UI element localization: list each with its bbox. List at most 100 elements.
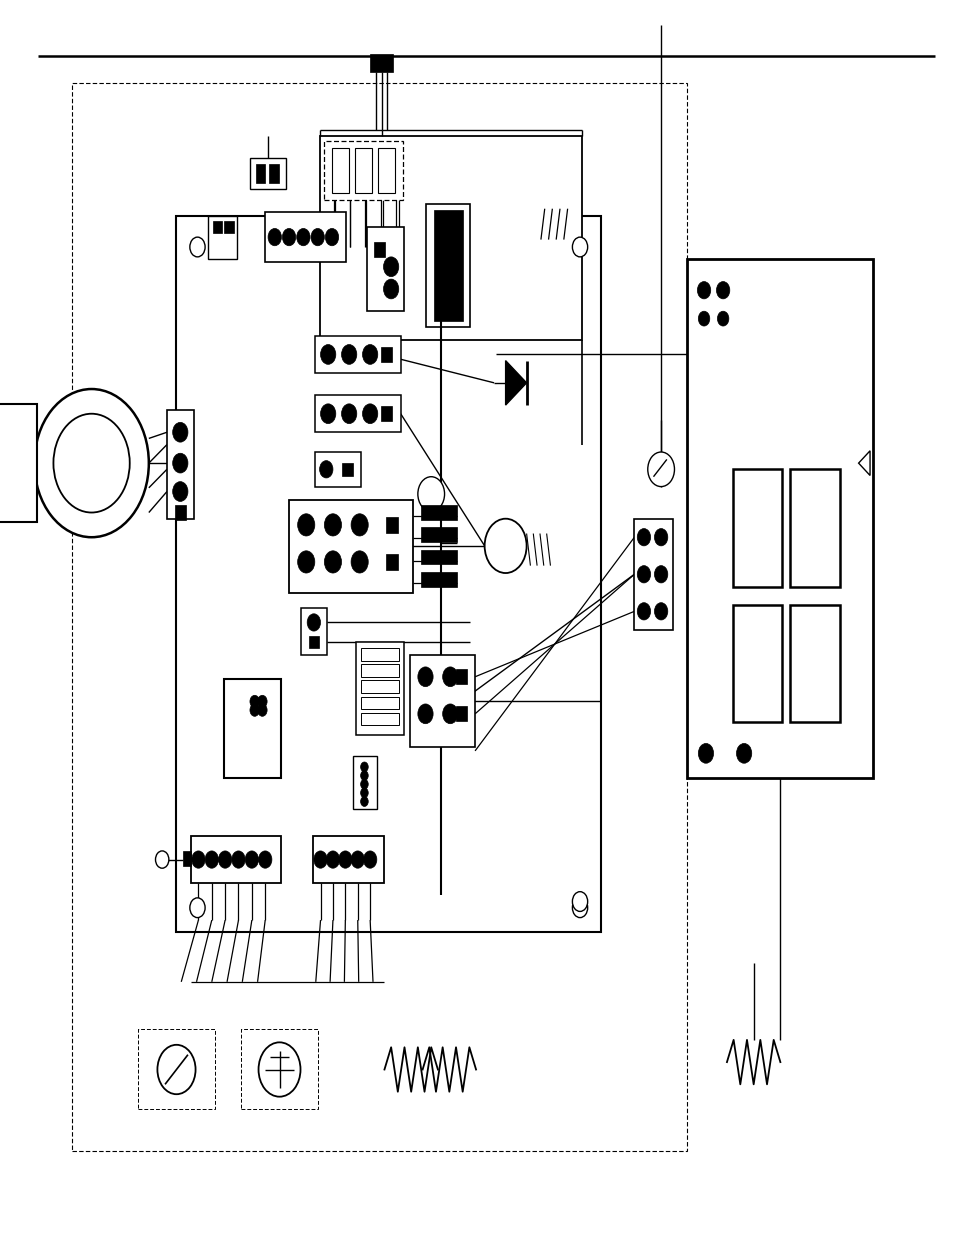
Bar: [360, 664, 398, 677]
Circle shape: [172, 482, 188, 501]
Bar: [355, 148, 372, 193]
Bar: [360, 648, 398, 661]
Bar: [324, 141, 402, 200]
Bar: [174, 505, 186, 520]
Circle shape: [698, 743, 713, 763]
Circle shape: [697, 282, 710, 299]
Circle shape: [351, 851, 364, 868]
Circle shape: [383, 279, 398, 299]
Circle shape: [351, 514, 368, 536]
Bar: [370, 54, 393, 72]
Circle shape: [637, 529, 650, 546]
Circle shape: [363, 851, 376, 868]
Circle shape: [190, 898, 205, 918]
Circle shape: [417, 704, 433, 724]
Circle shape: [417, 477, 444, 511]
Bar: [380, 347, 392, 362]
Circle shape: [654, 529, 667, 546]
Circle shape: [716, 282, 729, 299]
Circle shape: [360, 779, 368, 789]
Circle shape: [326, 851, 339, 868]
Circle shape: [360, 797, 368, 806]
Circle shape: [647, 452, 674, 487]
Bar: [456, 706, 467, 721]
Bar: [138, 1029, 214, 1109]
Circle shape: [338, 851, 352, 868]
Circle shape: [258, 851, 272, 868]
Bar: [420, 572, 456, 587]
Bar: [367, 227, 403, 311]
Bar: [456, 669, 467, 684]
Bar: [167, 410, 193, 519]
Circle shape: [637, 566, 650, 583]
Circle shape: [362, 404, 377, 424]
Circle shape: [192, 851, 205, 868]
Circle shape: [245, 851, 258, 868]
Circle shape: [654, 603, 667, 620]
Circle shape: [157, 1045, 195, 1094]
Circle shape: [383, 257, 398, 277]
Bar: [732, 469, 781, 587]
Bar: [313, 836, 384, 883]
Bar: [289, 500, 413, 593]
Bar: [314, 395, 400, 432]
Circle shape: [307, 614, 320, 631]
Bar: [255, 164, 265, 183]
Circle shape: [442, 667, 457, 687]
Circle shape: [717, 311, 728, 326]
Circle shape: [232, 851, 245, 868]
Bar: [380, 406, 392, 421]
Bar: [377, 148, 395, 193]
Bar: [319, 136, 581, 340]
Circle shape: [341, 404, 356, 424]
Bar: [71, 83, 686, 1151]
Circle shape: [572, 237, 587, 257]
Circle shape: [172, 453, 188, 473]
Circle shape: [297, 514, 314, 536]
Bar: [360, 697, 398, 709]
Circle shape: [314, 851, 327, 868]
Bar: [360, 713, 398, 725]
Circle shape: [218, 851, 232, 868]
Circle shape: [257, 704, 267, 716]
Bar: [0, 404, 37, 522]
Circle shape: [442, 704, 457, 724]
Bar: [241, 1029, 317, 1109]
Bar: [634, 519, 672, 630]
Bar: [208, 216, 236, 259]
Circle shape: [341, 345, 356, 364]
Bar: [789, 605, 839, 722]
Circle shape: [736, 743, 751, 763]
Bar: [250, 158, 286, 189]
Bar: [410, 655, 475, 747]
Bar: [309, 636, 318, 648]
Circle shape: [268, 228, 281, 246]
Circle shape: [257, 695, 267, 708]
Circle shape: [320, 345, 335, 364]
Circle shape: [172, 422, 188, 442]
Circle shape: [484, 519, 526, 573]
Circle shape: [155, 851, 169, 868]
Circle shape: [250, 695, 259, 708]
Bar: [420, 505, 456, 520]
Bar: [191, 836, 281, 883]
Circle shape: [351, 551, 368, 573]
Bar: [224, 221, 233, 233]
Circle shape: [572, 898, 587, 918]
Bar: [300, 608, 327, 655]
Circle shape: [572, 892, 587, 911]
Bar: [385, 553, 397, 571]
Bar: [176, 216, 600, 932]
Circle shape: [360, 771, 368, 781]
Bar: [360, 680, 398, 693]
Bar: [353, 756, 376, 809]
Circle shape: [190, 237, 205, 257]
Bar: [420, 527, 456, 542]
Bar: [269, 164, 278, 183]
Circle shape: [319, 461, 333, 478]
Bar: [341, 462, 353, 475]
Bar: [434, 210, 462, 321]
Circle shape: [296, 228, 310, 246]
Circle shape: [325, 228, 338, 246]
Circle shape: [53, 414, 130, 513]
